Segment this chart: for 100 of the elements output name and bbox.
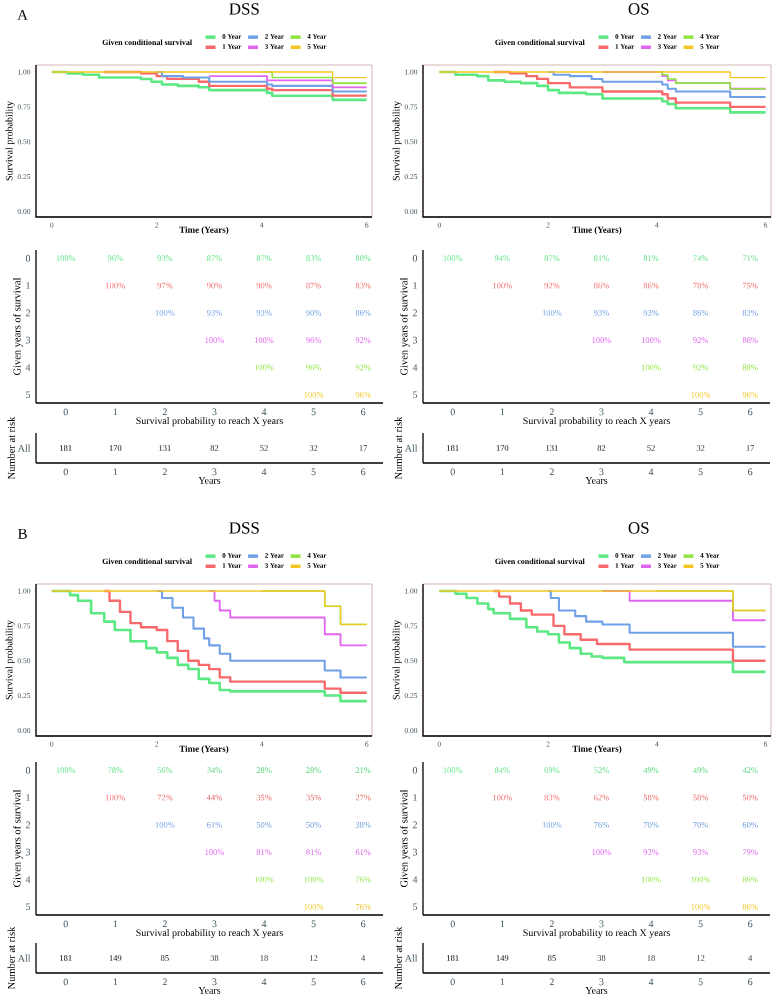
data-label: 78% [108,767,123,774]
data-label: 100% [592,849,612,856]
data-label: 18 [647,955,655,961]
data-label: 93% [693,849,709,856]
data-label: 90% [206,282,222,289]
x-axis-title: Time (Years) [179,745,229,754]
data-label: 93% [256,309,272,316]
y-axis-title: Given years of survival [13,277,23,376]
data-label: 17 [746,445,755,451]
x-tick-label: 6 [361,920,366,928]
x-tick-label: 1 [113,468,118,476]
data-label: 12 [697,955,705,961]
y-axis-title: Survival probability [5,620,15,700]
y-tick-label: 3 [413,336,418,344]
data-label: 50% [306,821,322,828]
y-tick-label: 2 [412,821,417,829]
data-label: 52 [647,445,655,451]
data-label: 100% [641,337,661,344]
data-label: 100% [542,309,562,316]
data-label: 100% [304,876,324,883]
data-label: 79% [742,849,758,856]
data-label: 93% [643,309,659,316]
data-label: 85 [547,955,556,961]
data-label: 82 [597,445,606,451]
data-label: 93% [643,849,659,856]
data-label: 88% [742,337,758,344]
chart-title: DSS [229,3,259,15]
x-tick-label: 1 [500,920,505,928]
data-label: 38% [355,821,371,828]
data-label: 100% [254,876,274,883]
x-tick-label: 1 [500,468,505,476]
data-label: 100% [155,309,175,316]
x-tick-label: 2 [162,978,167,986]
data-label: 170 [496,445,509,451]
x-tick-label: 3 [599,408,604,416]
y-tick-label: 2 [25,821,30,829]
y-tick-label: 0 [25,254,31,262]
data-label: 83% [306,255,322,262]
data-label: 100% [106,794,125,801]
x-tick-label: 1 [113,978,118,986]
x-tick-label: 6 [748,408,753,416]
chart-title: DSS [229,522,259,534]
y-tick-label: 2 [25,309,30,317]
data-label: 100% [542,821,562,828]
y-axis-title: Number at risk [7,926,15,990]
x-tick-label: 0 [450,408,455,416]
x-tick-label: 5 [698,468,703,476]
y-tick-label: 3 [413,848,418,856]
data-label: 100% [56,767,76,774]
x-tick-label: 2 [549,920,554,928]
x-tick-label: 3 [212,978,217,986]
x-tick-label: 0 [63,468,68,476]
y-tick-label: 0 [25,766,31,774]
x-tick-label: 3 [599,468,604,476]
data-label: 38 [210,955,219,961]
data-label: 94% [494,255,510,262]
data-label: 81% [256,849,272,856]
x-tick-label: 3 [212,468,217,476]
y-tick-label: 1 [26,794,30,801]
x-tick-label: 6 [748,920,753,928]
x-tick-label: 6 [361,468,366,476]
data-label: 131 [546,445,558,451]
data-label: 12 [310,955,318,961]
data-label: 27% [355,794,371,801]
data-label: 76% [355,903,371,910]
y-tick-label: All [404,444,418,452]
data-label: 100% [205,337,225,344]
x-tick-label: 2 [162,408,167,416]
y-tick-label: 5 [26,903,31,911]
data-label: 75% [742,282,758,289]
data-label: 56% [157,767,173,774]
data-label: 100% [304,903,324,910]
x-axis-title: Years [585,987,608,994]
data-label: 100% [493,282,512,289]
data-label: 84% [494,767,510,774]
x-tick-label: 6 [748,978,753,986]
data-label: 61% [355,849,371,856]
data-label: 60% [742,821,758,828]
data-label: 34% [207,767,222,774]
data-label: 76% [355,876,371,883]
x-tick-label: 5 [311,978,316,986]
data-label: 100% [592,337,612,344]
data-label: 92% [693,337,709,344]
data-label: 61% [207,821,222,828]
data-label: 28% [306,767,322,774]
data-label: 87% [544,255,560,262]
y-tick-label: All [17,954,31,962]
data-label: 86% [693,309,709,316]
data-label: 83% [544,794,560,801]
data-label: 100% [691,903,711,910]
data-label: 62% [594,794,609,801]
y-axis-title: Given years of survival [13,789,23,888]
x-tick-label: 0 [450,468,455,476]
data-label: 32 [309,445,318,451]
data-label: 93% [157,255,173,262]
x-tick-label: 4 [648,468,654,476]
data-label: 21% [355,767,371,774]
data-label: 100% [205,849,225,856]
x-tick-label: 4 [261,920,267,928]
data-label: 49% [643,767,659,774]
